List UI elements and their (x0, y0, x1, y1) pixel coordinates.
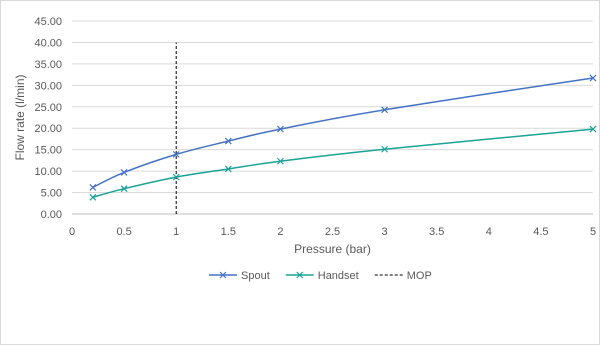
spout-data-point (120, 168, 128, 176)
y-axis-title: Flow rate (l/min) (13, 74, 27, 160)
x-tick-label: 0.5 (116, 226, 131, 238)
spout-series-line (92, 77, 594, 189)
legend-item-spout: Spout (209, 270, 270, 282)
marker-stroke (120, 168, 128, 176)
y-tick-label: 10.00 (34, 166, 62, 178)
marker-stroke (219, 271, 227, 279)
handset-data-point (589, 125, 597, 133)
handset-data-point (276, 157, 284, 165)
x-tick-label: 0 (69, 226, 75, 238)
marker-stroke (276, 125, 284, 133)
handset-data-point (89, 193, 97, 201)
y-tick-labels: 0.00 5.00 10.00 15.00 20.00 25.00 30.00 35.00 40… (34, 16, 62, 221)
y-tick-label: 5.00 (41, 188, 62, 200)
y-tick-label: 45.00 (34, 16, 62, 28)
legend-label-handset: Handset (318, 270, 359, 282)
x-tick-label: 2.5 (325, 226, 340, 238)
x-axis-title: Pressure (bar) (294, 242, 371, 256)
x-tick-label: 2 (277, 226, 283, 238)
marker-stroke (224, 165, 232, 173)
legend-marker-handset (296, 271, 304, 279)
legend-label-mop: MOP (407, 270, 432, 282)
y-tick-label: 25.00 (34, 102, 62, 114)
marker-stroke (89, 183, 97, 191)
handset-series-line (92, 128, 594, 198)
y-tick-label: 40.00 (34, 37, 62, 49)
marker-stroke (172, 173, 180, 181)
gridlines (72, 20, 593, 215)
y-tick-label: 15.00 (34, 145, 62, 157)
legend-item-handset: Handset (285, 270, 359, 282)
y-tick-label: 30.00 (34, 80, 62, 92)
spout-data-point (224, 137, 232, 145)
x-tick-label: 3 (382, 226, 388, 238)
legend: Spout Handset MOP (209, 270, 432, 282)
x-tick-label: 1.5 (221, 226, 236, 238)
marker-stroke (172, 150, 180, 158)
handset-data-point (224, 165, 232, 173)
legend-label-spout: Spout (241, 270, 270, 282)
spout-data-point (381, 106, 389, 114)
x-tick-label: 5 (590, 226, 596, 238)
y-tick-label: 20.00 (34, 123, 62, 135)
legend-marker-spout (219, 271, 227, 279)
x-tick-label: 1 (173, 226, 179, 238)
marker-stroke (120, 185, 128, 193)
legend-item-mop: MOP (374, 270, 432, 282)
marker-stroke (296, 271, 304, 279)
handset-data-point (172, 173, 180, 181)
x-tick-label: 4 (486, 226, 492, 238)
marker-stroke (276, 157, 284, 165)
y-tick-label: 0.00 (41, 209, 62, 221)
y-tick-label: 35.00 (34, 59, 62, 71)
marker-stroke (589, 125, 597, 133)
marker-stroke (381, 145, 389, 153)
spout-data-point (276, 125, 284, 133)
marker-stroke (224, 137, 232, 145)
spout-data-point (589, 74, 597, 82)
spout-data-point (172, 150, 180, 158)
x-tick-labels: 0 0.5 1 1.5 2 2.5 3 3.5 4 4.5 5 (69, 226, 596, 238)
handset-data-point (381, 145, 389, 153)
spout-data-point (89, 183, 97, 191)
x-tick-label: 3.5 (429, 226, 444, 238)
marker-stroke (589, 74, 597, 82)
series-lines (89, 74, 597, 201)
marker-stroke (381, 106, 389, 114)
x-tick-label: 4.5 (533, 226, 548, 238)
handset-data-point (120, 185, 128, 193)
marker-stroke (89, 193, 97, 201)
